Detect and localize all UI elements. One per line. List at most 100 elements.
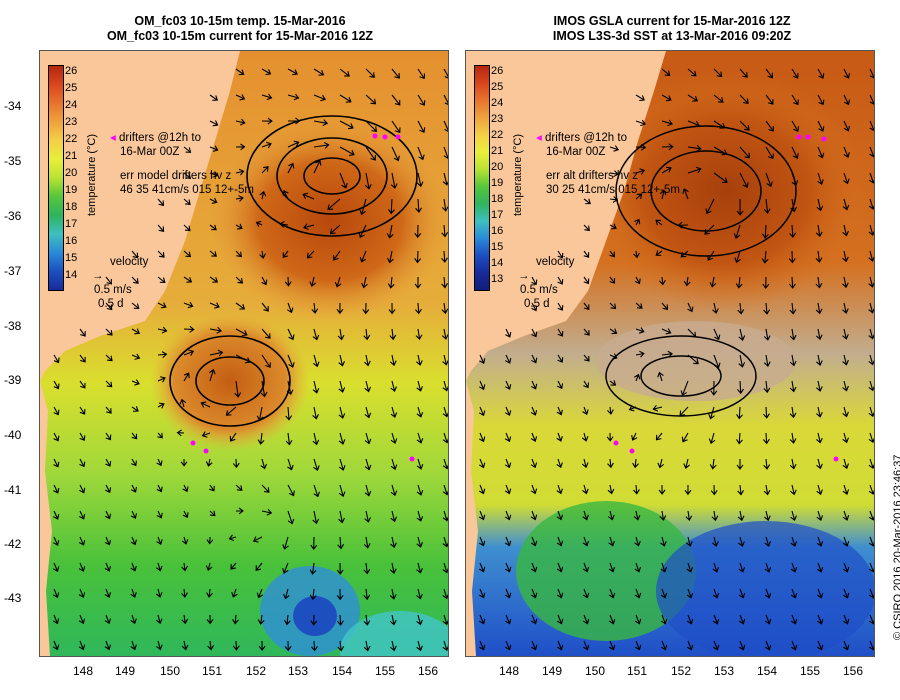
current-vector-arrow — [607, 484, 615, 495]
current-vector-arrow — [658, 484, 666, 495]
current-vector-arrow — [634, 276, 641, 285]
left-scale-line2: 0.5 d — [98, 298, 124, 310]
current-vector-arrow — [336, 614, 344, 626]
current-vector-arrow — [209, 368, 216, 382]
current-vector-arrow — [791, 120, 800, 132]
current-vector-arrow — [762, 432, 770, 445]
current-vector-arrow — [816, 614, 824, 625]
left-err-line1: err model drifters hv z — [120, 170, 232, 182]
current-vector-arrow — [582, 562, 590, 573]
x-tick-label: 152 — [670, 664, 692, 678]
right-colorbar-tick: 18 — [491, 193, 504, 205]
current-vector-arrow — [156, 484, 163, 493]
current-vector-arrow — [131, 353, 141, 360]
current-vector-arrow — [733, 224, 741, 239]
current-vector-arrow — [661, 143, 674, 151]
current-vector-arrow — [261, 276, 268, 286]
current-vector-arrow — [686, 640, 694, 651]
current-vector-arrow — [765, 94, 774, 105]
current-vector-arrow — [390, 484, 398, 497]
current-vector-arrow — [842, 302, 849, 314]
current-vector-arrow — [183, 250, 192, 258]
current-vector-arrow — [660, 562, 667, 573]
current-vector-arrow — [609, 276, 616, 284]
current-vector-arrow — [78, 588, 86, 599]
current-vector-arrow — [869, 68, 874, 79]
current-vector-arrow — [209, 145, 219, 152]
current-vector-arrow — [686, 562, 693, 573]
current-vector-arrow — [182, 510, 189, 519]
current-vector-arrow — [365, 68, 376, 78]
x-tick-label: 150 — [584, 664, 606, 678]
current-vector-arrow — [130, 510, 137, 520]
current-vector-arrow — [414, 250, 422, 264]
current-vector-arrow — [817, 68, 825, 79]
current-vector-arrow — [338, 484, 346, 498]
current-vector-arrow — [739, 94, 749, 105]
current-vector-arrow — [442, 354, 448, 366]
current-vector-arrow — [530, 432, 538, 443]
current-vector-arrow — [842, 614, 850, 625]
current-vector-arrow — [338, 406, 346, 419]
right-land — [466, 51, 666, 381]
current-vector-arrow — [763, 328, 771, 341]
current-vector-arrow — [261, 141, 272, 149]
current-vector-arrow — [738, 354, 746, 368]
current-vector-arrow — [209, 302, 220, 309]
current-vector-arrow — [712, 588, 720, 599]
current-vector-arrow — [652, 404, 663, 412]
current-vector-arrow — [441, 328, 448, 340]
current-vector-arrow — [442, 458, 448, 470]
current-vector-arrow — [209, 349, 224, 357]
current-vector-arrow — [287, 68, 298, 76]
x-tick-label: 154 — [756, 664, 778, 678]
current-vector-arrow — [104, 588, 112, 598]
current-vector-arrow — [181, 614, 189, 625]
current-vector-arrow — [442, 484, 448, 496]
left-warm-eddy-south — [150, 311, 310, 451]
current-vector-arrow — [230, 562, 237, 570]
current-vector-arrow — [361, 276, 368, 289]
current-vector-arrow — [52, 562, 60, 573]
current-vector-arrow — [661, 328, 672, 335]
current-vector-arrow — [362, 302, 370, 315]
x-tick-label: 148 — [72, 664, 94, 678]
current-vector-arrow — [843, 120, 851, 132]
current-vector-arrow — [364, 484, 372, 497]
current-vector-arrow — [764, 562, 772, 573]
current-vector-arrow — [634, 218, 641, 226]
current-vector-arrow — [531, 302, 538, 312]
current-vector-arrow — [209, 224, 217, 231]
current-vector-arrow — [359, 250, 367, 263]
current-vector-arrow — [583, 250, 590, 258]
current-vector-arrow — [609, 380, 617, 386]
left-error-legend: err model drifters hv z 46 35 41cm/s 015… — [120, 169, 254, 197]
current-vector-arrow — [504, 406, 512, 417]
current-vector-arrow — [816, 484, 823, 496]
current-vector-arrow — [338, 354, 346, 367]
y-tick-label: -37 — [4, 264, 22, 278]
current-vector-arrow — [609, 328, 618, 335]
left-eddy-streamlines — [169, 115, 418, 427]
current-vector-arrow — [504, 562, 512, 573]
current-vector-arrow — [79, 328, 86, 337]
current-vector-arrow — [817, 172, 824, 185]
current-vector-arrow — [868, 432, 874, 444]
current-vector-arrow — [505, 354, 512, 364]
current-vector-arrow — [739, 172, 749, 189]
current-vector-arrow — [842, 588, 850, 599]
current-vector-arrow — [557, 302, 564, 311]
y-tick-label: -39 — [4, 373, 22, 387]
current-vector-arrow — [336, 562, 344, 575]
left-warm-eddy-north — [210, 121, 448, 321]
current-vector-arrow — [790, 536, 798, 547]
current-vector-arrow — [156, 536, 163, 546]
current-vector-arrow — [363, 536, 371, 549]
current-vector-arrow — [443, 120, 448, 132]
current-vector-arrow — [181, 640, 189, 651]
current-vector-arrow — [789, 302, 797, 315]
current-vector-arrow — [235, 94, 246, 101]
right-title-line1: IMOS GSLA current for 15-Mar-2016 12Z — [553, 14, 791, 28]
current-vector-arrow — [557, 354, 564, 363]
left-scale-arrow-icon: → — [92, 270, 104, 282]
